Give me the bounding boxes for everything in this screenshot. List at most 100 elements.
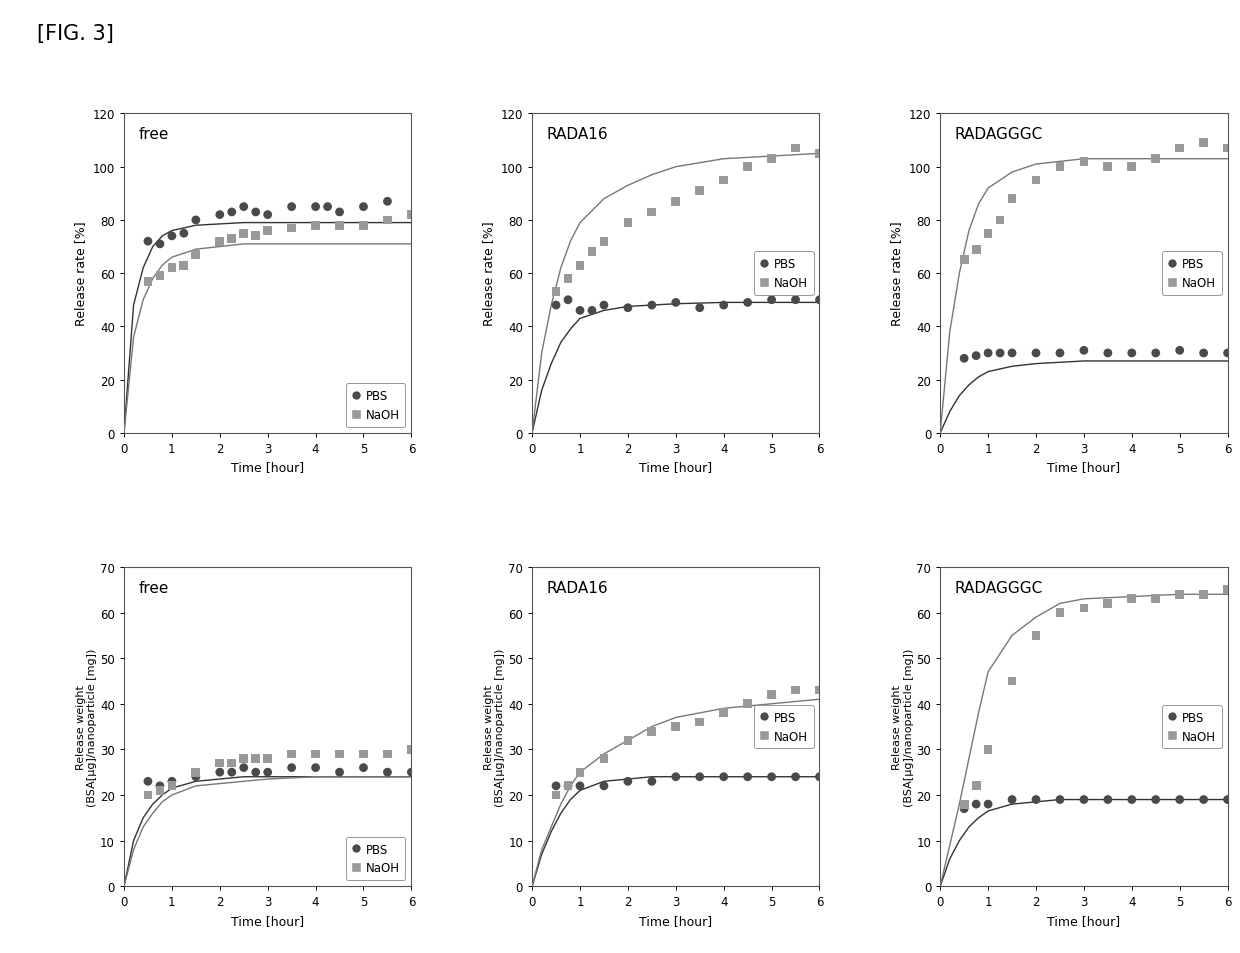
- Point: [558, 779, 578, 794]
- Point: [1074, 792, 1094, 807]
- Point: [1146, 792, 1166, 807]
- Point: [1194, 136, 1214, 152]
- Point: [786, 293, 806, 308]
- Point: [1097, 346, 1117, 361]
- Point: [810, 682, 830, 698]
- Point: [1218, 582, 1238, 598]
- Y-axis label: Release weight
(BSA[μg]/nanoparticle [mg]): Release weight (BSA[μg]/nanoparticle [mg…: [892, 648, 914, 806]
- Point: [1194, 587, 1214, 602]
- Point: [642, 298, 662, 314]
- Point: [618, 215, 637, 231]
- Point: [966, 349, 986, 364]
- Point: [558, 779, 578, 794]
- Y-axis label: Release rate [%]: Release rate [%]: [74, 222, 87, 326]
- Point: [150, 783, 170, 799]
- Point: [786, 769, 806, 784]
- Point: [402, 208, 422, 223]
- Point: [966, 242, 986, 257]
- Point: [377, 213, 397, 229]
- Point: [689, 301, 709, 316]
- Point: [738, 769, 758, 784]
- Point: [222, 205, 242, 220]
- Point: [186, 213, 206, 229]
- Point: [955, 352, 975, 367]
- Point: [353, 200, 373, 215]
- Point: [618, 774, 637, 789]
- Point: [761, 293, 781, 308]
- Point: [306, 200, 326, 215]
- Point: [1169, 792, 1189, 807]
- Point: [281, 221, 301, 236]
- Point: [666, 295, 686, 311]
- Point: [1050, 792, 1070, 807]
- Point: [955, 797, 975, 812]
- Point: [978, 346, 998, 361]
- Point: [1146, 592, 1166, 607]
- Point: [330, 218, 350, 233]
- Point: [714, 769, 734, 784]
- Point: [786, 141, 806, 156]
- Text: free: free: [139, 127, 169, 142]
- Point: [246, 229, 265, 244]
- Point: [570, 258, 590, 274]
- Point: [558, 272, 578, 287]
- Point: [1002, 674, 1022, 689]
- Point: [714, 705, 734, 720]
- Point: [258, 224, 278, 239]
- Point: [210, 756, 229, 771]
- Legend: PBS, NaOH: PBS, NaOH: [346, 837, 405, 881]
- Point: [210, 234, 229, 250]
- Point: [546, 285, 565, 300]
- Legend: PBS, NaOH: PBS, NaOH: [346, 384, 405, 428]
- Point: [258, 208, 278, 223]
- Point: [738, 295, 758, 311]
- Point: [738, 697, 758, 712]
- Point: [1097, 597, 1117, 612]
- Point: [761, 152, 781, 167]
- Point: [162, 779, 182, 794]
- Y-axis label: Release rate [%]: Release rate [%]: [482, 222, 495, 326]
- Point: [570, 764, 590, 780]
- Point: [582, 245, 601, 260]
- X-axis label: Time [hour]: Time [hour]: [231, 914, 304, 927]
- Point: [210, 208, 229, 223]
- Point: [1122, 592, 1142, 607]
- Point: [353, 746, 373, 761]
- Point: [1097, 160, 1117, 175]
- Point: [594, 751, 614, 766]
- Point: [186, 248, 206, 263]
- Point: [618, 301, 637, 316]
- Point: [138, 787, 157, 802]
- Point: [162, 229, 182, 244]
- Point: [594, 234, 614, 250]
- Point: [978, 227, 998, 242]
- Point: [666, 769, 686, 784]
- Point: [210, 764, 229, 780]
- Point: [1218, 792, 1238, 807]
- Point: [991, 346, 1011, 361]
- Point: [281, 760, 301, 776]
- Point: [594, 298, 614, 314]
- Point: [306, 746, 326, 761]
- Point: [234, 751, 254, 766]
- Point: [642, 205, 662, 220]
- Text: RADAGGGC: RADAGGGC: [955, 127, 1043, 142]
- X-axis label: Time [hour]: Time [hour]: [231, 461, 304, 474]
- Point: [546, 787, 565, 802]
- Point: [1169, 343, 1189, 358]
- Point: [1218, 141, 1238, 156]
- Point: [150, 779, 170, 794]
- Point: [558, 293, 578, 308]
- Point: [966, 779, 986, 794]
- Point: [1025, 628, 1045, 643]
- Point: [1002, 192, 1022, 207]
- Point: [666, 720, 686, 735]
- Point: [955, 253, 975, 268]
- Point: [689, 184, 709, 199]
- Point: [1169, 141, 1189, 156]
- Point: [1169, 587, 1189, 602]
- Point: [642, 723, 662, 739]
- Point: [330, 764, 350, 780]
- Point: [761, 687, 781, 702]
- Point: [761, 769, 781, 784]
